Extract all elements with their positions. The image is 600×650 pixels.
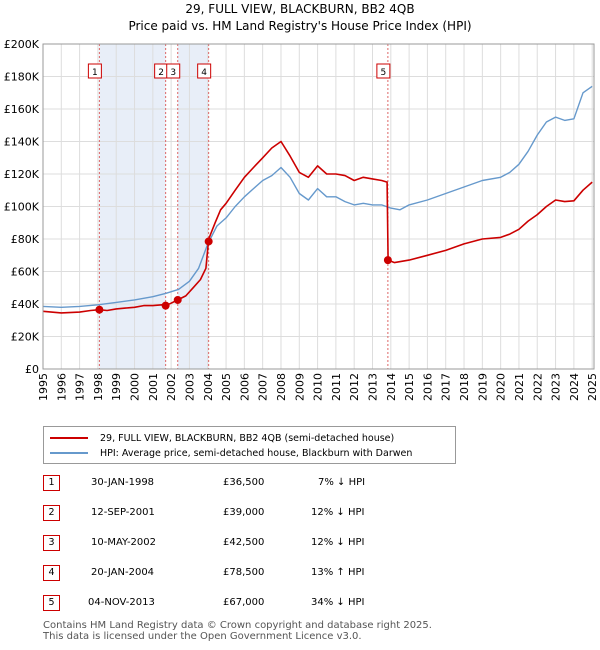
plot-frame bbox=[42, 43, 595, 370]
table-row: 5 04-NOV-2013 £67,000 34% ↓ HPI bbox=[43, 593, 563, 613]
x-tick-label: 2001 bbox=[147, 373, 160, 401]
x-tick-label: 2018 bbox=[458, 373, 471, 401]
sale-date: 20-JAN-2004 bbox=[91, 567, 155, 578]
x-tick-label: 2012 bbox=[348, 373, 361, 401]
x-tick-label: 2013 bbox=[367, 373, 380, 401]
x-tick-label: 2024 bbox=[568, 373, 581, 401]
footer-copyright: Contains HM Land Registry data © Crown c… bbox=[43, 620, 432, 631]
chart-title: 29, FULL VIEW, BLACKBURN, BB2 4QB bbox=[185, 2, 415, 16]
sale-hpi-diff: 12% ↓ HPI bbox=[311, 537, 365, 548]
x-tick-label: 2019 bbox=[476, 373, 489, 401]
sale-point bbox=[204, 237, 213, 246]
y-tick-label: £200K bbox=[4, 38, 40, 51]
x-tick-label: 1995 bbox=[37, 373, 50, 401]
legend-label-property: 29, FULL VIEW, BLACKBURN, BB2 4QB (semi-… bbox=[100, 432, 395, 444]
sale-number-label: 1 bbox=[92, 68, 98, 78]
chart-subtitle: Price paid vs. HM Land Registry's House … bbox=[128, 19, 472, 33]
sale-number-label: 2 bbox=[158, 68, 164, 78]
sale-number-box bbox=[376, 63, 391, 79]
table-row: 1 30-JAN-1998 £36,500 7% ↓ HPI bbox=[43, 473, 563, 493]
sale-date: 10-MAY-2002 bbox=[91, 537, 157, 548]
sale-point bbox=[173, 295, 182, 304]
x-tick-label: 2011 bbox=[330, 373, 343, 401]
sale-hpi-diff: 7% ↓ HPI bbox=[318, 477, 366, 488]
x-tick-label: 1998 bbox=[92, 373, 105, 401]
x-tick-label: 1999 bbox=[110, 373, 123, 401]
x-tick-label: 2016 bbox=[421, 373, 434, 401]
x-tick-label: 2003 bbox=[183, 373, 196, 401]
x-tick-label: 2020 bbox=[495, 373, 508, 401]
x-tick-label: 1996 bbox=[55, 373, 68, 401]
y-tick-label: £20K bbox=[11, 331, 40, 344]
legend-label-hpi: HPI: Average price, semi-detached house,… bbox=[100, 447, 413, 459]
sale-point bbox=[95, 305, 104, 314]
property-price-line bbox=[42, 140, 593, 314]
x-tick-label: 2009 bbox=[293, 373, 306, 401]
table-row: 4 20-JAN-2004 £78,500 13% ↑ HPI bbox=[43, 563, 563, 583]
x-tick-label: 2006 bbox=[238, 373, 251, 401]
sale-number-box bbox=[166, 63, 181, 79]
y-tick-label: £120K bbox=[4, 168, 40, 181]
y-tick-label: £0 bbox=[25, 363, 39, 376]
x-tick-label: 2014 bbox=[385, 373, 398, 401]
x-tick-label: 2002 bbox=[165, 373, 178, 401]
sale-number-label: 3 bbox=[170, 68, 176, 78]
y-tick-label: £160K bbox=[4, 103, 40, 116]
x-tick-label: 2015 bbox=[403, 373, 416, 401]
x-tick-label: 2022 bbox=[531, 373, 544, 401]
legend: 29, FULL VIEW, BLACKBURN, BB2 4QB (semi-… bbox=[43, 426, 456, 464]
sale-point bbox=[161, 301, 170, 310]
x-tick-label: 2004 bbox=[202, 373, 215, 401]
x-tick-label: 2021 bbox=[513, 373, 526, 401]
y-tick-label: £140K bbox=[4, 136, 40, 149]
sale-price: £78,500 bbox=[223, 567, 265, 578]
hpi-line bbox=[42, 85, 593, 308]
x-tick-label: 2007 bbox=[257, 373, 270, 401]
legend-item-hpi: HPI: Average price, semi-detached house,… bbox=[50, 446, 412, 460]
y-tick-label: £80K bbox=[11, 233, 40, 246]
x-tick-label: 2025 bbox=[586, 373, 599, 401]
x-tick-label: 2010 bbox=[312, 373, 325, 401]
y-tick-label: £40K bbox=[11, 298, 40, 311]
sale-price: £67,000 bbox=[223, 597, 265, 608]
sale-price: £39,000 bbox=[223, 507, 265, 518]
sale-number-badge: 1 bbox=[43, 475, 60, 491]
sale-number-badge: 3 bbox=[43, 535, 60, 551]
sale-number-box bbox=[197, 63, 212, 79]
sale-hpi-diff: 12% ↓ HPI bbox=[311, 507, 365, 518]
x-tick-label: 2017 bbox=[440, 373, 453, 401]
sale-number-badge: 5 bbox=[43, 595, 60, 611]
x-tick-label: 2008 bbox=[275, 373, 288, 401]
legend-swatch-property bbox=[50, 437, 88, 439]
y-tick-label: £60K bbox=[11, 266, 40, 279]
y-tick-label: £100K bbox=[4, 201, 40, 214]
sale-number-box bbox=[87, 63, 102, 79]
sale-number-label: 5 bbox=[381, 68, 387, 78]
sale-point bbox=[383, 256, 392, 265]
sale-price: £36,500 bbox=[223, 477, 265, 488]
sale-price: £42,500 bbox=[223, 537, 265, 548]
table-row: 2 12-SEP-2001 £39,000 12% ↓ HPI bbox=[43, 503, 563, 523]
sale-number-badge: 4 bbox=[43, 565, 60, 581]
sale-number-badge: 2 bbox=[43, 505, 60, 521]
sale-date: 12-SEP-2001 bbox=[91, 507, 155, 518]
sale-number-label: 4 bbox=[201, 68, 207, 78]
footer-licence: This data is licensed under the Open Gov… bbox=[43, 631, 362, 642]
price-chart: 1 2 3 4 5£0£20K£40K£60K£80K£100K£120K£140K£1… bbox=[4, 38, 599, 401]
legend-item-property: 29, FULL VIEW, BLACKBURN, BB2 4QB (semi-… bbox=[50, 431, 394, 445]
x-tick-label: 1997 bbox=[74, 373, 87, 401]
x-tick-label: 2000 bbox=[129, 373, 142, 401]
sale-hpi-diff: 13% ↑ HPI bbox=[311, 567, 365, 578]
y-tick-label: £180K bbox=[4, 71, 40, 84]
table-row: 3 10-MAY-2002 £42,500 12% ↓ HPI bbox=[43, 533, 563, 553]
x-tick-label: 2005 bbox=[220, 373, 233, 401]
sale-date: 30-JAN-1998 bbox=[91, 477, 155, 488]
sale-date: 04-NOV-2013 bbox=[88, 597, 155, 608]
x-tick-label: 2023 bbox=[550, 373, 563, 401]
sale-hpi-diff: 34% ↓ HPI bbox=[311, 597, 365, 608]
legend-swatch-hpi bbox=[50, 452, 88, 454]
